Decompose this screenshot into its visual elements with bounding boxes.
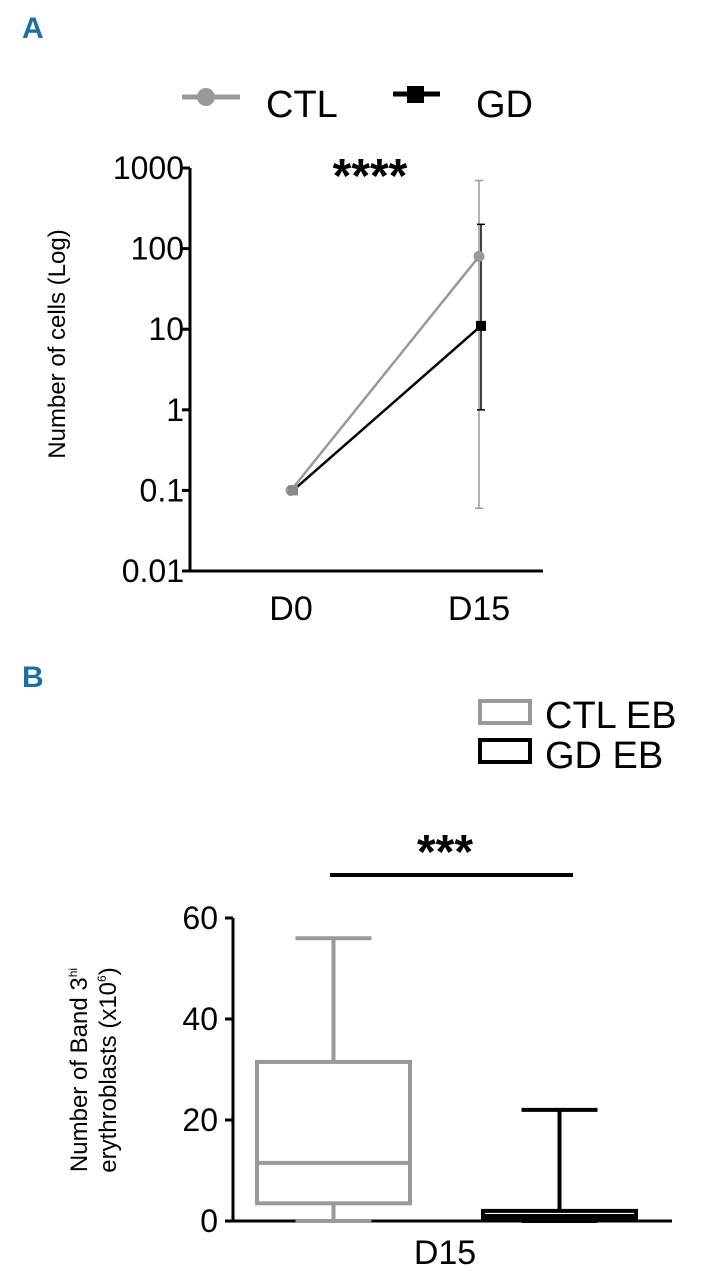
- panel-b-label: B: [22, 661, 44, 694]
- x-category-b: D15: [414, 1234, 476, 1272]
- legend-a: CTL GD: [182, 84, 533, 126]
- x-category-a: D15: [448, 590, 510, 628]
- y-axis-label-a: Number of cells (Log): [44, 229, 71, 458]
- y-tick-label-a: 1: [166, 392, 184, 428]
- legend-b: CTL EB GD EB: [478, 695, 677, 777]
- plot-area-b: [255, 936, 638, 1223]
- y-tick-label-a: 1000: [113, 150, 184, 186]
- y-tick-label-b: 40: [182, 1001, 218, 1037]
- y-tick-label-b: 20: [182, 1102, 218, 1138]
- legend-ctl-eb-box: [478, 699, 532, 725]
- legend-ctl-marker: [197, 88, 215, 106]
- y-tick-label-b: 0: [200, 1203, 218, 1239]
- y-tick-label-a: 0.1: [140, 472, 184, 508]
- series-line-gd: [292, 324, 482, 492]
- legend-gd-eb-box: [478, 738, 532, 764]
- legend-gd-eb-label: GD EB: [545, 735, 663, 777]
- point-ctl: [473, 250, 485, 262]
- y-tick-label-a: 100: [131, 231, 184, 267]
- y-ticks-b: 0 20 40 60: [182, 900, 233, 1239]
- box-ctl-eb: [255, 1059, 412, 1206]
- y-tick-label-a: 10: [148, 311, 184, 347]
- y-axis-label-b-line1: Number of Band 3hi: [66, 968, 93, 1172]
- y-tick-label-b: 60: [182, 900, 218, 936]
- legend-gd-marker: [407, 86, 424, 103]
- significance-b: ***: [417, 826, 473, 879]
- panel-a-label: A: [22, 12, 44, 45]
- series-line-ctl: [290, 255, 480, 492]
- point-gd: [476, 320, 486, 331]
- plot-area-a: [285, 179, 486, 510]
- legend-gd-label: GD: [476, 84, 533, 126]
- y-tick-label-a: 0.01: [122, 553, 184, 589]
- x-categories-a: D0 D15: [269, 590, 510, 628]
- legend-ctl-label: CTL: [266, 84, 338, 126]
- x-category-a: D0: [269, 590, 312, 628]
- point-gd: [288, 485, 298, 496]
- significance-a: ****: [333, 150, 408, 203]
- y-axis-label-b-line2: erythroblasts (x106): [95, 967, 122, 1172]
- y-ticks-a: 0.01 0.1 1 10 100 1000: [113, 150, 190, 589]
- legend-ctl-eb-label: CTL EB: [545, 695, 677, 737]
